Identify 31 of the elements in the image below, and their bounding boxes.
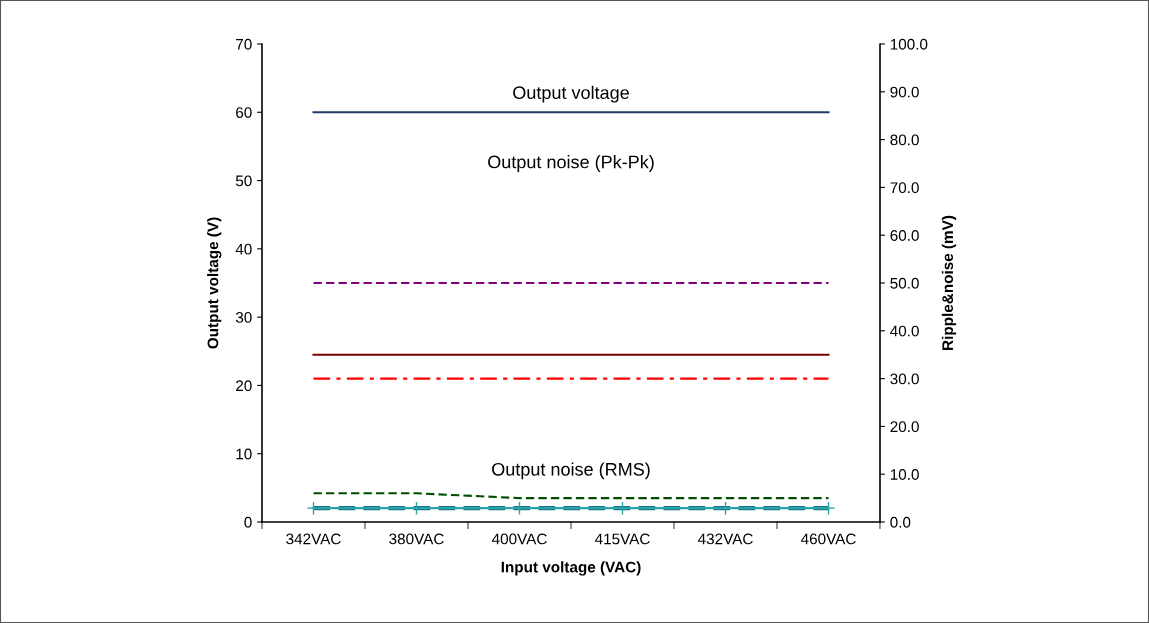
- y-tick-label: 10: [236, 448, 252, 460]
- y2-tick-label: 10.0: [890, 469, 919, 480]
- x-tick-label: 460VAC: [800, 533, 856, 545]
- y2-tick-label: 40.0: [890, 325, 919, 337]
- annotation: Output noise (Pk-Pk): [488, 155, 654, 172]
- y-tick-label: 20: [236, 380, 252, 392]
- x-tick-label: 415VAC: [594, 533, 650, 545]
- y2-tick-label: 70.0: [890, 182, 919, 194]
- y2-tick-label: 0.0: [890, 516, 911, 528]
- y-tick-label: 70: [236, 38, 252, 50]
- y2-tick-label: 20.0: [890, 421, 919, 433]
- y2-tick-label: 80.0: [890, 134, 919, 146]
- y-axis-title: Output voltage (V): [207, 217, 222, 349]
- x-axis-title: Input voltage (VAC): [501, 561, 641, 576]
- x-tick-label: 432VAC: [697, 533, 753, 545]
- y-tick-label: 50: [235, 175, 252, 187]
- y2-tick-label: 30.0: [890, 373, 919, 385]
- annotation: Output voltage: [513, 85, 629, 103]
- y2-axis-title: Ripple&noise (mV): [941, 215, 957, 350]
- x-tick-label: 400VAC: [491, 533, 547, 545]
- y2-tick-label: 60.0: [890, 230, 919, 241]
- x-tick-label: 342VAC: [286, 533, 341, 545]
- y-tick-label: 0: [244, 516, 252, 528]
- y-tick-label: 30: [235, 312, 252, 323]
- y2-tick-label: 50.0: [890, 277, 919, 289]
- y2-tick-label: 90.0: [890, 86, 919, 98]
- annotation: Output noise (RMS): [492, 462, 650, 480]
- y-tick-label: 40: [235, 243, 252, 255]
- x-tick-label: 380VAC: [389, 533, 444, 545]
- y-tick-label: 60: [236, 107, 252, 118]
- y2-tick-label: 100.0: [890, 38, 928, 50]
